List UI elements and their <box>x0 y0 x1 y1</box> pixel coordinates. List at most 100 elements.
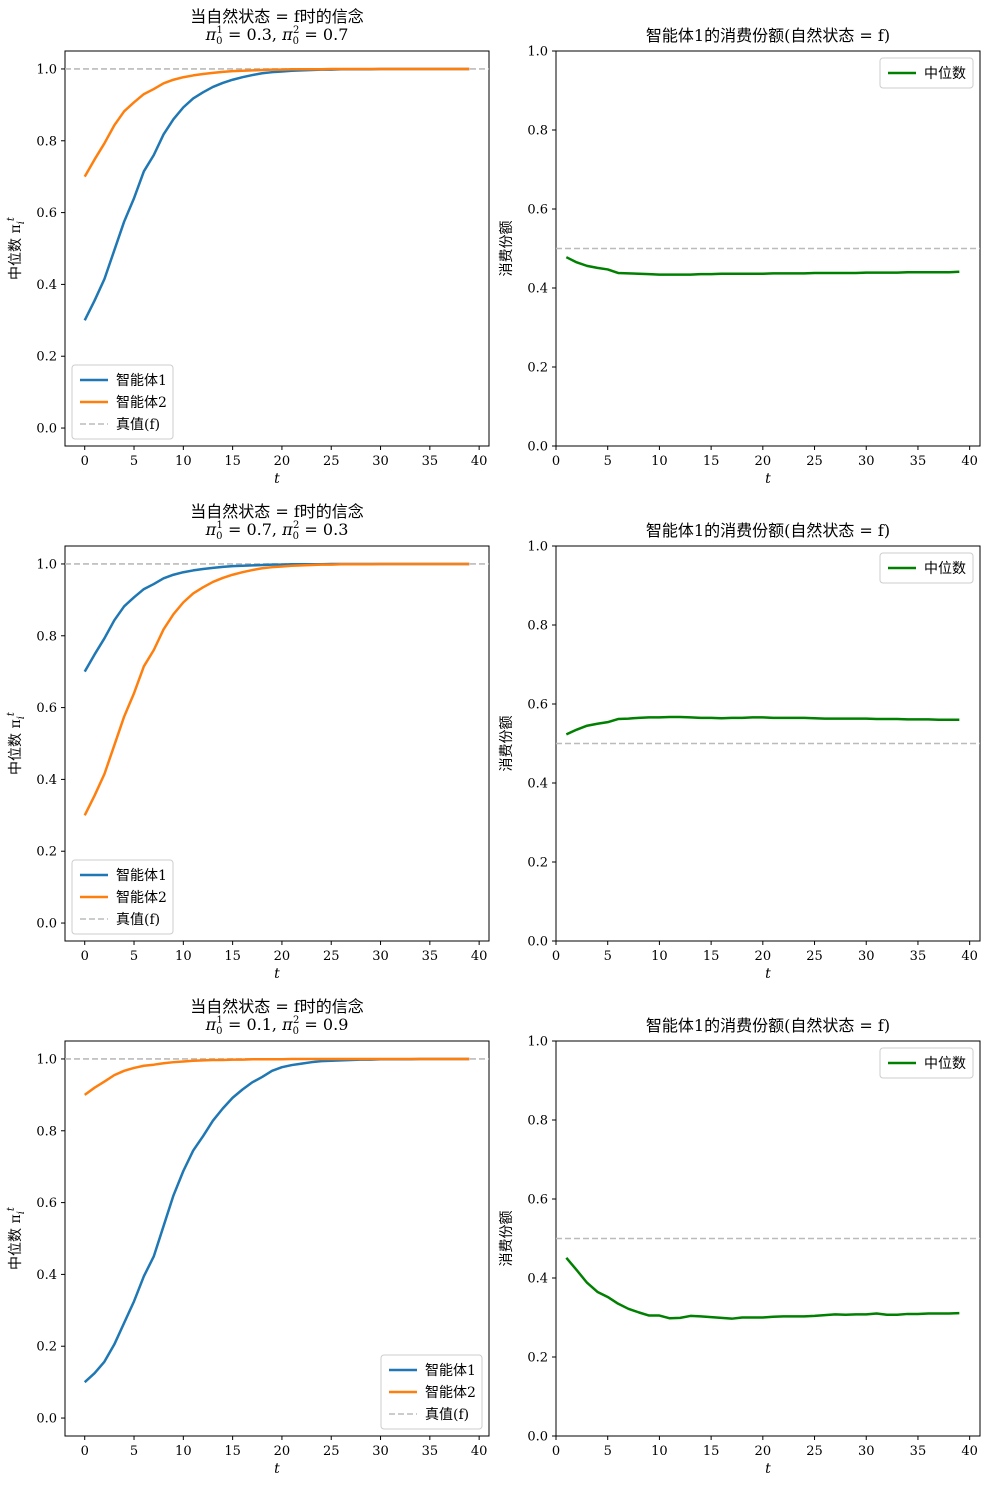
y-tick-label: 1.0 <box>36 557 57 572</box>
y-axis-label: 消费份额 <box>499 221 515 277</box>
subtitle-part: π <box>281 520 293 539</box>
y-tick-label: 1.0 <box>527 45 548 60</box>
y-axis-label-sup: t <box>6 216 17 221</box>
y-tick-label: 0.6 <box>527 698 548 713</box>
subtitle-part: 0 <box>293 1026 299 1037</box>
y-axis-label-sub: i <box>16 716 27 719</box>
subtitle-part: = 0.3 <box>299 520 348 539</box>
legend: 中位数 <box>880 553 973 583</box>
x-tick-label: 20 <box>755 1444 772 1459</box>
x-tick-label: 40 <box>471 454 488 469</box>
legend: 中位数 <box>880 58 973 88</box>
x-tick-label: 35 <box>910 1444 927 1459</box>
y-tick-label: 0.2 <box>36 845 57 860</box>
subtitle-part: π <box>205 25 217 44</box>
chart-title: 当自然状态 = f时的信念 <box>190 502 364 521</box>
x-tick-label: 15 <box>703 454 720 469</box>
y-tick-label: 0.2 <box>527 1351 548 1366</box>
x-tick-label: 35 <box>910 454 927 469</box>
x-tick-label: 20 <box>274 949 291 964</box>
x-tick-label: 40 <box>961 454 978 469</box>
x-tick-label: 40 <box>471 1444 488 1459</box>
y-tick-label: 0.8 <box>36 1124 57 1139</box>
x-axis-label: t <box>274 471 280 487</box>
chart-subtitle: π01 = 0.7, π02 = 0.3 <box>205 520 349 542</box>
subtitle-part: = 0.7 <box>299 25 348 44</box>
x-tick-label: 30 <box>858 454 875 469</box>
chart-6: 0 5 10 15 20 25 30 35 40 0.0 0.2 0.4 0.6 0.8 1.0 t 消费份额 智… <box>499 1016 980 1477</box>
x-tick-label: 20 <box>274 454 291 469</box>
x-tick-label: 5 <box>604 1444 612 1459</box>
y-tick-label: 0.4 <box>36 278 57 293</box>
subtitle-part: π <box>205 1015 217 1034</box>
subtitle-part: = 0.3, <box>223 25 282 44</box>
subtitle-part: = 0.9 <box>299 1015 348 1034</box>
x-tick-label: 0 <box>552 1444 560 1459</box>
x-tick-label: 10 <box>175 949 192 964</box>
y-axis-label: 中位数 πit <box>6 216 27 280</box>
x-tick-label: 15 <box>703 1444 720 1459</box>
y-tick-label: 0.0 <box>527 1430 548 1445</box>
legend-label: 中位数 <box>924 561 966 577</box>
y-tick-label: 0.6 <box>36 1196 57 1211</box>
legend: 智能体1 智能体2 真值(f) <box>72 365 173 439</box>
x-tick-label: 5 <box>130 1444 138 1459</box>
chart-title: 智能体1的消费份额(自然状态 = f) <box>646 1016 890 1035</box>
x-axis-label: t <box>274 1461 280 1477</box>
legend-label: 智能体2 <box>116 395 167 411</box>
x-tick-label: 25 <box>806 949 823 964</box>
legend-label: 智能体1 <box>116 373 167 389</box>
subtitle-part: π <box>205 520 217 539</box>
chart-title: 智能体1的消费份额(自然状态 = f) <box>646 521 890 540</box>
y-tick-label: 1.0 <box>527 540 548 555</box>
legend-label: 中位数 <box>924 1056 966 1072</box>
y-tick-label: 0.8 <box>36 134 57 149</box>
y-tick-label: 1.0 <box>36 62 57 77</box>
subtitle-part: π <box>281 1015 293 1034</box>
y-tick-label: 0.2 <box>527 361 548 376</box>
chart-subtitle: π01 = 0.1, π02 = 0.9 <box>205 1015 349 1037</box>
x-tick-label: 15 <box>224 949 241 964</box>
x-axis-label: t <box>765 1461 771 1477</box>
x-tick-label: 40 <box>471 949 488 964</box>
x-tick-label: 35 <box>422 949 439 964</box>
y-tick-label: 0.0 <box>527 935 548 950</box>
y-tick-label: 0.0 <box>36 1412 57 1427</box>
x-tick-label: 5 <box>604 949 612 964</box>
x-tick-label: 0 <box>552 949 560 964</box>
y-tick-label: 0.2 <box>36 350 57 365</box>
y-tick-label: 0.0 <box>36 422 57 437</box>
x-tick-label: 20 <box>755 454 772 469</box>
x-tick-label: 30 <box>372 949 389 964</box>
x-tick-label: 25 <box>806 1444 823 1459</box>
y-tick-label: 0.0 <box>527 440 548 455</box>
y-axis-label: 消费份额 <box>499 716 515 772</box>
y-tick-label: 0.8 <box>36 629 57 644</box>
y-tick-label: 0.6 <box>527 203 548 218</box>
y-tick-label: 0.2 <box>36 1340 57 1355</box>
y-axis-label: 中位数 πit <box>6 711 27 775</box>
chart-4: 0 5 10 15 20 25 30 35 40 0.0 0.2 0.4 0.6 0.8 1.0 t 消费份额 智… <box>499 521 980 982</box>
x-tick-label: 0 <box>81 454 89 469</box>
x-tick-label: 40 <box>961 1444 978 1459</box>
legend: 中位数 <box>880 1048 973 1078</box>
y-axis-label: 中位数 πit <box>6 1206 27 1270</box>
legend: 智能体1 智能体2 真值(f) <box>381 1355 482 1429</box>
subtitle-part: 0 <box>293 36 299 47</box>
legend-label: 真值(f) <box>116 912 160 928</box>
chart-title: 智能体1的消费份额(自然状态 = f) <box>646 26 890 45</box>
chart-subtitle: π01 = 0.3, π02 = 0.7 <box>205 25 349 47</box>
x-tick-label: 20 <box>755 949 772 964</box>
legend-label: 智能体2 <box>116 890 167 906</box>
y-axis-label-sub: i <box>16 1211 27 1214</box>
y-tick-label: 0.2 <box>527 856 548 871</box>
y-tick-label: 1.0 <box>36 1052 57 1067</box>
y-tick-label: 0.8 <box>527 619 548 634</box>
x-tick-label: 20 <box>274 1444 291 1459</box>
x-tick-label: 15 <box>703 949 720 964</box>
x-axis-label: t <box>765 471 771 487</box>
y-axis-label-sub: i <box>16 221 27 224</box>
y-axis-label: 消费份额 <box>499 1211 515 1267</box>
y-axis-label-sup: t <box>6 711 17 716</box>
